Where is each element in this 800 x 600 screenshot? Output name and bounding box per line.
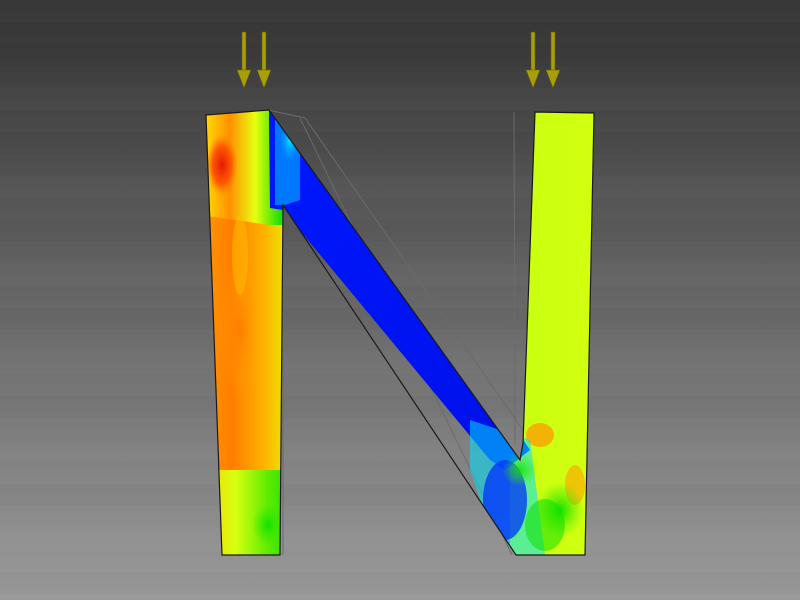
max-stress-spot (206, 133, 238, 197)
right-orange-spot (526, 423, 554, 447)
load-arrow-shaft (241, 31, 247, 73)
background-band (0, 396, 800, 418)
left-orange-band (218, 260, 262, 400)
n-outline (205, 109, 595, 556)
background-band (0, 44, 800, 66)
load-arrow-head-icon (256, 69, 272, 89)
load-arrows (236, 31, 561, 89)
diagonal-bottom-green2 (525, 499, 565, 551)
background-band (0, 176, 800, 198)
load-arrow-head-icon (236, 69, 252, 89)
load-arrow-shaft (261, 31, 267, 73)
load-arrow-head-icon (545, 69, 561, 89)
left-bottom-green (252, 503, 284, 547)
diagonal-bottom-green (502, 454, 538, 486)
background-band (0, 264, 800, 286)
left-yellow-streak (232, 215, 248, 295)
background-band (0, 572, 800, 594)
background-band (0, 352, 800, 374)
background-band (0, 88, 800, 110)
background-band (0, 484, 800, 506)
load-arrow-shaft (550, 31, 556, 73)
background-band (0, 528, 800, 550)
background-band (0, 0, 800, 22)
background-band (0, 440, 800, 462)
load-arrow-head-icon (525, 69, 541, 89)
background-band (0, 220, 800, 242)
background-band (0, 132, 800, 154)
load-arrow-shaft (530, 31, 536, 73)
